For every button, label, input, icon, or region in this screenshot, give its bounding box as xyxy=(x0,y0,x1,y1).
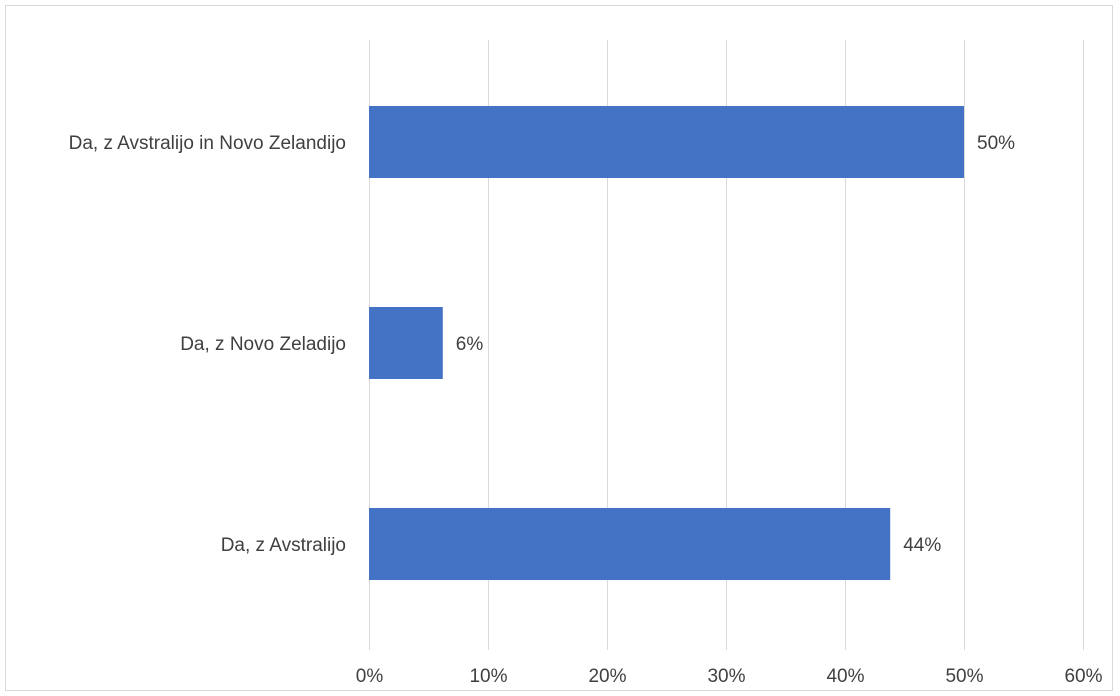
x-tick-label: 40% xyxy=(826,666,864,687)
x-tick-label: 50% xyxy=(945,666,983,687)
category-label: Da, z Avstralijo in Novo Zelandijo xyxy=(69,133,346,154)
x-tick-label: 0% xyxy=(356,666,384,687)
bar xyxy=(369,508,891,580)
x-tick-label: 30% xyxy=(707,666,745,687)
data-label: 44% xyxy=(903,535,941,556)
x-tick-label: 10% xyxy=(469,666,507,687)
data-label: 50% xyxy=(977,133,1015,154)
category-label: Da, z Avstralijo xyxy=(221,535,346,556)
bar xyxy=(369,106,964,178)
x-tick-label: 60% xyxy=(1064,666,1102,687)
data-label: 6% xyxy=(456,334,484,355)
bar xyxy=(369,307,443,379)
x-tick-label: 20% xyxy=(588,666,626,687)
category-label: Da, z Novo Zeladijo xyxy=(180,334,346,355)
